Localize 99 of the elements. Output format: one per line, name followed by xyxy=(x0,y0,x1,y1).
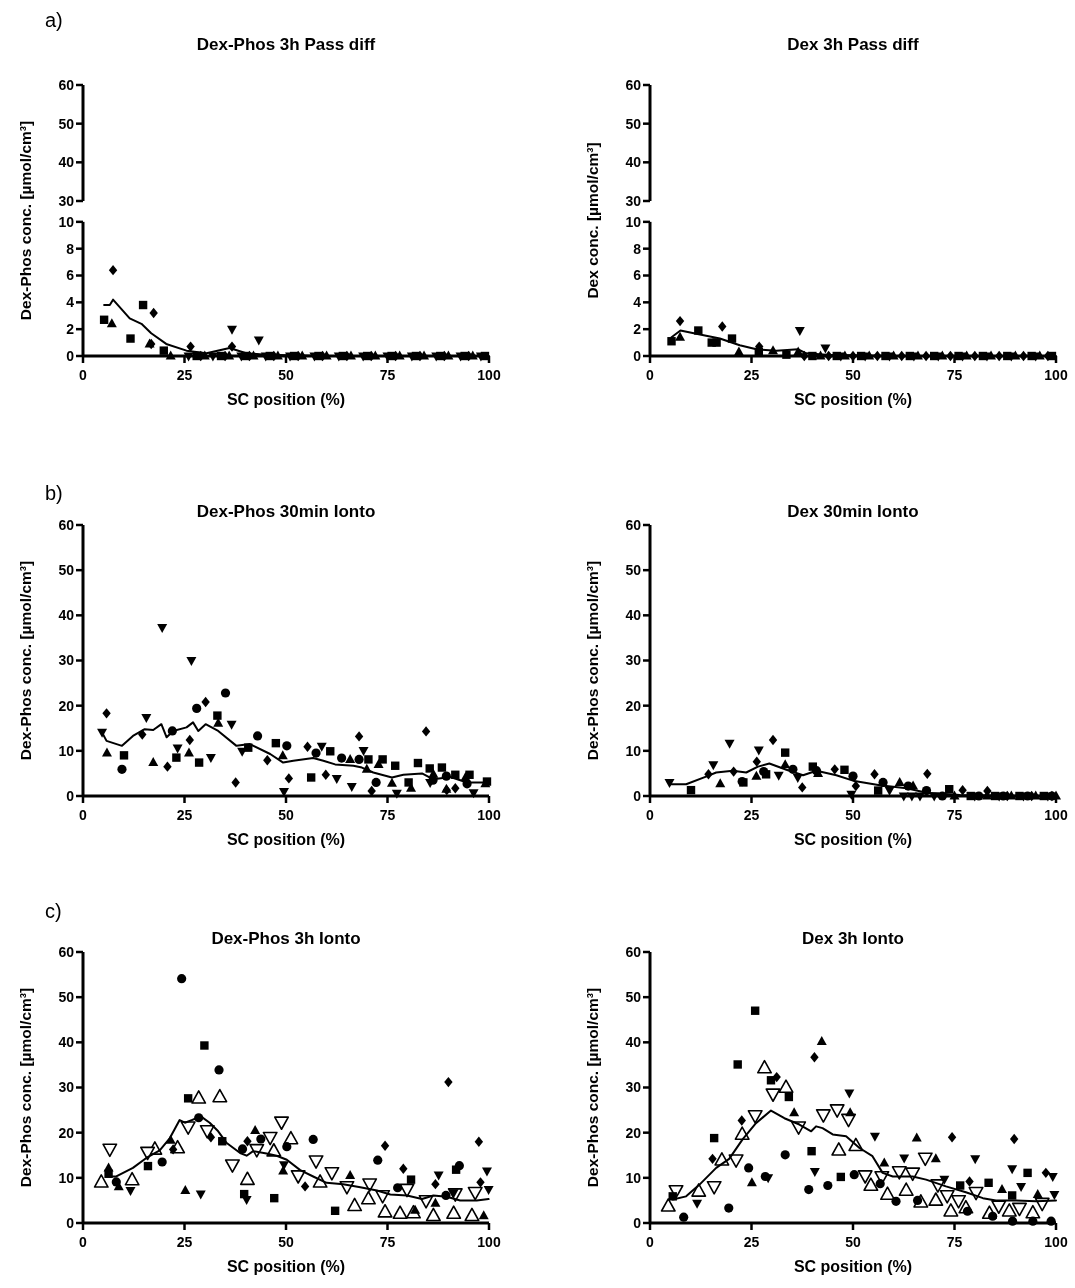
y-tick-label: 0 xyxy=(633,787,642,804)
text: a) xyxy=(45,9,63,31)
y-tick-label: 30 xyxy=(58,652,75,669)
y-tick-label: 50 xyxy=(58,989,75,1006)
x-tick-label: 100 xyxy=(477,367,501,383)
x-tick-label: 25 xyxy=(743,1234,760,1250)
y-tick-label: 20 xyxy=(625,697,642,714)
y-tick-label: 10 xyxy=(58,213,75,230)
x-tick-label: 100 xyxy=(477,1234,501,1250)
y-tick-label: 0 xyxy=(66,347,75,364)
chart-title: Dex-Phos 3h Pass diff xyxy=(196,35,376,54)
x-tick-label: 0 xyxy=(646,1234,655,1250)
y-axis-title: Dex-Phos conc. [µmol/cm³] xyxy=(584,987,601,1188)
x-tick-label: 100 xyxy=(477,807,501,823)
y-tick-label: 4 xyxy=(66,294,75,311)
y-axis-title: Dex-Phos conc. [µmol/cm³] xyxy=(17,120,34,321)
y-tick-label: 30 xyxy=(625,1079,642,1096)
x-axis-title: SC position (%) xyxy=(226,831,346,848)
chart-title: Dex 3h Ionto xyxy=(801,929,905,948)
chart-title: Dex 30min Ionto xyxy=(787,502,919,521)
y-tick-label: 60 xyxy=(58,516,75,533)
y-tick-label: 40 xyxy=(625,154,642,171)
x-tick-label: 25 xyxy=(176,1234,193,1250)
y-tick-label: 6 xyxy=(633,267,642,284)
x-axis-title: SC position (%) xyxy=(793,391,913,408)
x-axis-title: SC position (%) xyxy=(793,831,913,848)
y-tick-label: 0 xyxy=(66,787,75,804)
y-tick-label: 8 xyxy=(633,240,642,257)
y-tick-label: 50 xyxy=(625,562,642,579)
x-tick-label: 50 xyxy=(278,367,294,383)
y-tick-label: 40 xyxy=(58,154,75,171)
x-tick-label: 25 xyxy=(743,367,760,383)
text: c) xyxy=(45,900,62,922)
y-tick-label: 30 xyxy=(625,652,642,669)
y-tick-label: 20 xyxy=(625,1124,642,1141)
y-tick-label: 40 xyxy=(625,1034,642,1051)
x-tick-label: 0 xyxy=(79,1234,88,1250)
y-axis-title: Dex-Phos conc. [µmol/cm³] xyxy=(584,560,601,761)
y-tick-label: 10 xyxy=(58,1169,75,1186)
y-tick-label: 20 xyxy=(58,697,75,714)
y-tick-label: 10 xyxy=(625,213,642,230)
text: b) xyxy=(45,482,63,504)
y-tick-label: 30 xyxy=(58,1079,75,1096)
y-tick-label: 60 xyxy=(58,76,75,93)
x-tick-label: 50 xyxy=(278,807,294,823)
x-tick-label: 0 xyxy=(79,807,88,823)
chart-title: Dex 3h Pass diff xyxy=(787,35,919,54)
chart-title: Dex-Phos 3h Ionto xyxy=(211,929,361,948)
y-tick-label: 50 xyxy=(58,562,75,579)
x-tick-label: 0 xyxy=(646,367,655,383)
y-tick-label: 10 xyxy=(625,1169,642,1186)
x-tick-label: 25 xyxy=(176,807,193,823)
y-axis-title: Dex conc. [µmol/cm³] xyxy=(584,142,601,299)
y-tick-label: 10 xyxy=(58,742,75,759)
y-tick-label: 0 xyxy=(66,1214,75,1231)
x-tick-label: 25 xyxy=(176,367,193,383)
y-tick-label: 50 xyxy=(625,115,642,132)
y-tick-label: 6 xyxy=(66,267,75,284)
y-axis-title: Dex-Phos conc. [µmol/cm³] xyxy=(17,560,34,761)
y-tick-label: 40 xyxy=(58,1034,75,1051)
x-axis-title: SC position (%) xyxy=(226,1258,346,1275)
x-tick-label: 75 xyxy=(946,807,963,823)
x-tick-label: 100 xyxy=(1044,1234,1068,1250)
y-tick-label: 8 xyxy=(66,240,75,257)
y-tick-label: 10 xyxy=(625,742,642,759)
x-tick-label: 25 xyxy=(743,807,760,823)
y-tick-label: 40 xyxy=(625,607,642,624)
y-axis-title: Dex-Phos conc. [µmol/cm³] xyxy=(17,987,34,1188)
y-tick-label: 60 xyxy=(625,76,642,93)
y-tick-label: 50 xyxy=(625,989,642,1006)
y-tick-label: 4 xyxy=(633,294,642,311)
chart-title: Dex-Phos 30min Ionto xyxy=(196,502,376,521)
x-tick-label: 100 xyxy=(1044,367,1068,383)
x-tick-label: 75 xyxy=(946,1234,963,1250)
x-tick-label: 100 xyxy=(1044,807,1068,823)
x-tick-label: 75 xyxy=(379,1234,396,1250)
y-tick-label: 2 xyxy=(633,321,642,338)
x-tick-label: 75 xyxy=(379,807,396,823)
x-tick-label: 0 xyxy=(646,807,655,823)
y-tick-label: 0 xyxy=(633,1214,642,1231)
x-tick-label: 75 xyxy=(379,367,396,383)
y-tick-label: 30 xyxy=(58,192,75,209)
x-tick-label: 50 xyxy=(845,1234,861,1250)
y-tick-label: 60 xyxy=(625,943,642,960)
x-tick-label: 50 xyxy=(845,807,861,823)
y-tick-label: 40 xyxy=(58,607,75,624)
y-tick-label: 20 xyxy=(58,1124,75,1141)
y-tick-label: 50 xyxy=(58,115,75,132)
x-axis-title: SC position (%) xyxy=(793,1258,913,1275)
y-tick-label: 60 xyxy=(625,516,642,533)
y-tick-label: 30 xyxy=(625,192,642,209)
y-tick-label: 2 xyxy=(66,321,75,338)
x-axis-title: SC position (%) xyxy=(226,391,346,408)
x-tick-label: 50 xyxy=(278,1234,294,1250)
y-tick-label: 60 xyxy=(58,943,75,960)
y-tick-label: 0 xyxy=(633,347,642,364)
x-tick-label: 75 xyxy=(946,367,963,383)
x-tick-label: 50 xyxy=(845,367,861,383)
x-tick-label: 0 xyxy=(79,367,88,383)
